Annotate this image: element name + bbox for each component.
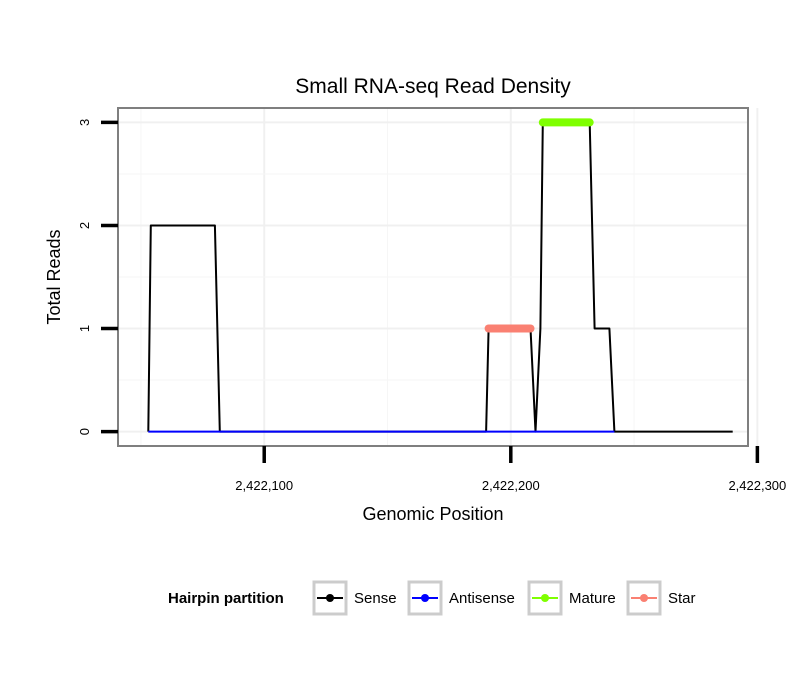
x-tick-label: 2,422,200 xyxy=(482,478,540,493)
plot-border xyxy=(117,107,749,447)
legend-label-antisense: Antisense xyxy=(449,590,515,607)
legend-title: Hairpin partition xyxy=(168,590,284,607)
y-tick-label: 1 xyxy=(77,325,92,332)
y-axis: 0 1 2 3 xyxy=(77,119,118,435)
legend-label-sense: Sense xyxy=(354,590,397,607)
legend-label-mature: Mature xyxy=(569,590,616,607)
legend-key-dot-mature xyxy=(541,594,549,602)
x-axis-title: Genomic Position xyxy=(362,504,503,524)
chart-title: Small RNA-seq Read Density xyxy=(295,75,571,98)
x-tick-label: 2,422,100 xyxy=(235,478,293,493)
x-axis: 2,422,100 2,422,200 2,422,300 xyxy=(235,446,786,493)
x-tick-label: 2,422,300 xyxy=(728,478,786,493)
legend-key-dot-star xyxy=(640,594,648,602)
legend-label-star: Star xyxy=(668,590,696,607)
series-layer xyxy=(147,118,733,433)
legend-key-dot-sense xyxy=(326,594,334,602)
y-tick-label: 2 xyxy=(77,222,92,229)
legend-key-dot-antisense xyxy=(421,594,429,602)
y-tick-label: 3 xyxy=(77,119,92,126)
y-axis-title: Total Reads xyxy=(44,229,64,324)
y-tick-label: 0 xyxy=(77,428,92,435)
legend: Hairpin partition Sense Antisense Mature St… xyxy=(168,580,696,616)
